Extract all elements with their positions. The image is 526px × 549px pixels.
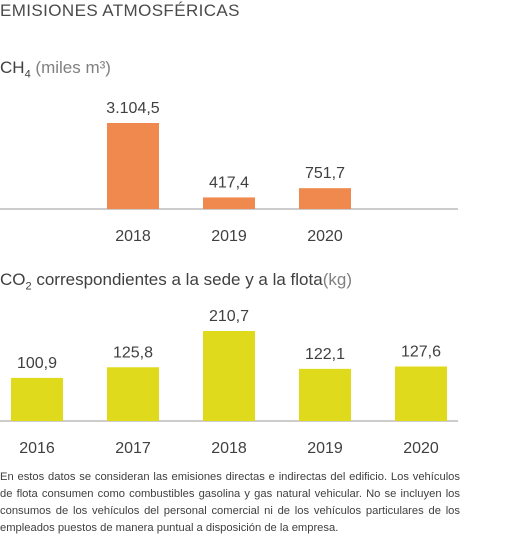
value-label-2019: 122,1 [305,346,345,363]
bar-2019 [203,197,255,209]
co2-bar-chart: 100,9 2016 125,8 2017 210,7 2018 122,1 2019 127,… [0,308,458,457]
category-label-2018: 2018 [115,228,151,245]
co2-title-text: correspondientes a la sede y a la flota [31,270,323,289]
category-label-2019: 2019 [307,440,343,457]
bar-2017 [107,367,159,421]
category-label-2017: 2017 [115,440,151,457]
ch4-title-unit: (miles m³) [35,58,111,77]
value-label-2018: 3.104,5 [106,100,159,117]
co2-title-subscript: 2 [25,280,32,293]
bar-2019 [299,368,351,421]
bar-2018 [203,331,255,421]
page-title: EMISIONES ATMOSFÉRICAS [0,1,240,20]
co2-chart-title: CO2 correspondientes a la sede y a la fl… [0,270,352,292]
footnote: En estos datos se consideran las emision… [0,471,460,534]
category-label-2020: 2020 [403,440,439,457]
bar-2020 [395,366,447,421]
value-label-2017: 125,8 [113,344,153,361]
ch4-title-subscript: 4 [24,68,31,81]
category-label-2019: 2019 [211,228,247,245]
ch4-bar-chart: 3.104,5 2018 417,4 2019 751,7 2020 [0,100,458,245]
value-label-2018: 210,7 [209,308,249,325]
value-label-2016: 100,9 [17,355,57,372]
value-label-2020: 127,6 [401,343,441,360]
ch4-chart-title: CH4 (miles m³) [0,58,111,80]
value-label-2020: 751,7 [305,165,345,182]
bar-2016 [11,377,63,421]
category-label-2020: 2020 [307,228,343,245]
co2-title-main: CO [0,270,26,289]
ch4-title-main: CH [0,58,25,77]
value-label-2019: 417,4 [209,174,249,191]
bar-2018 [107,123,159,209]
category-label-2016: 2016 [19,440,55,457]
category-label-2018: 2018 [211,440,247,457]
bar-2020 [299,188,351,209]
co2-title-unit: (kg) [322,270,352,289]
